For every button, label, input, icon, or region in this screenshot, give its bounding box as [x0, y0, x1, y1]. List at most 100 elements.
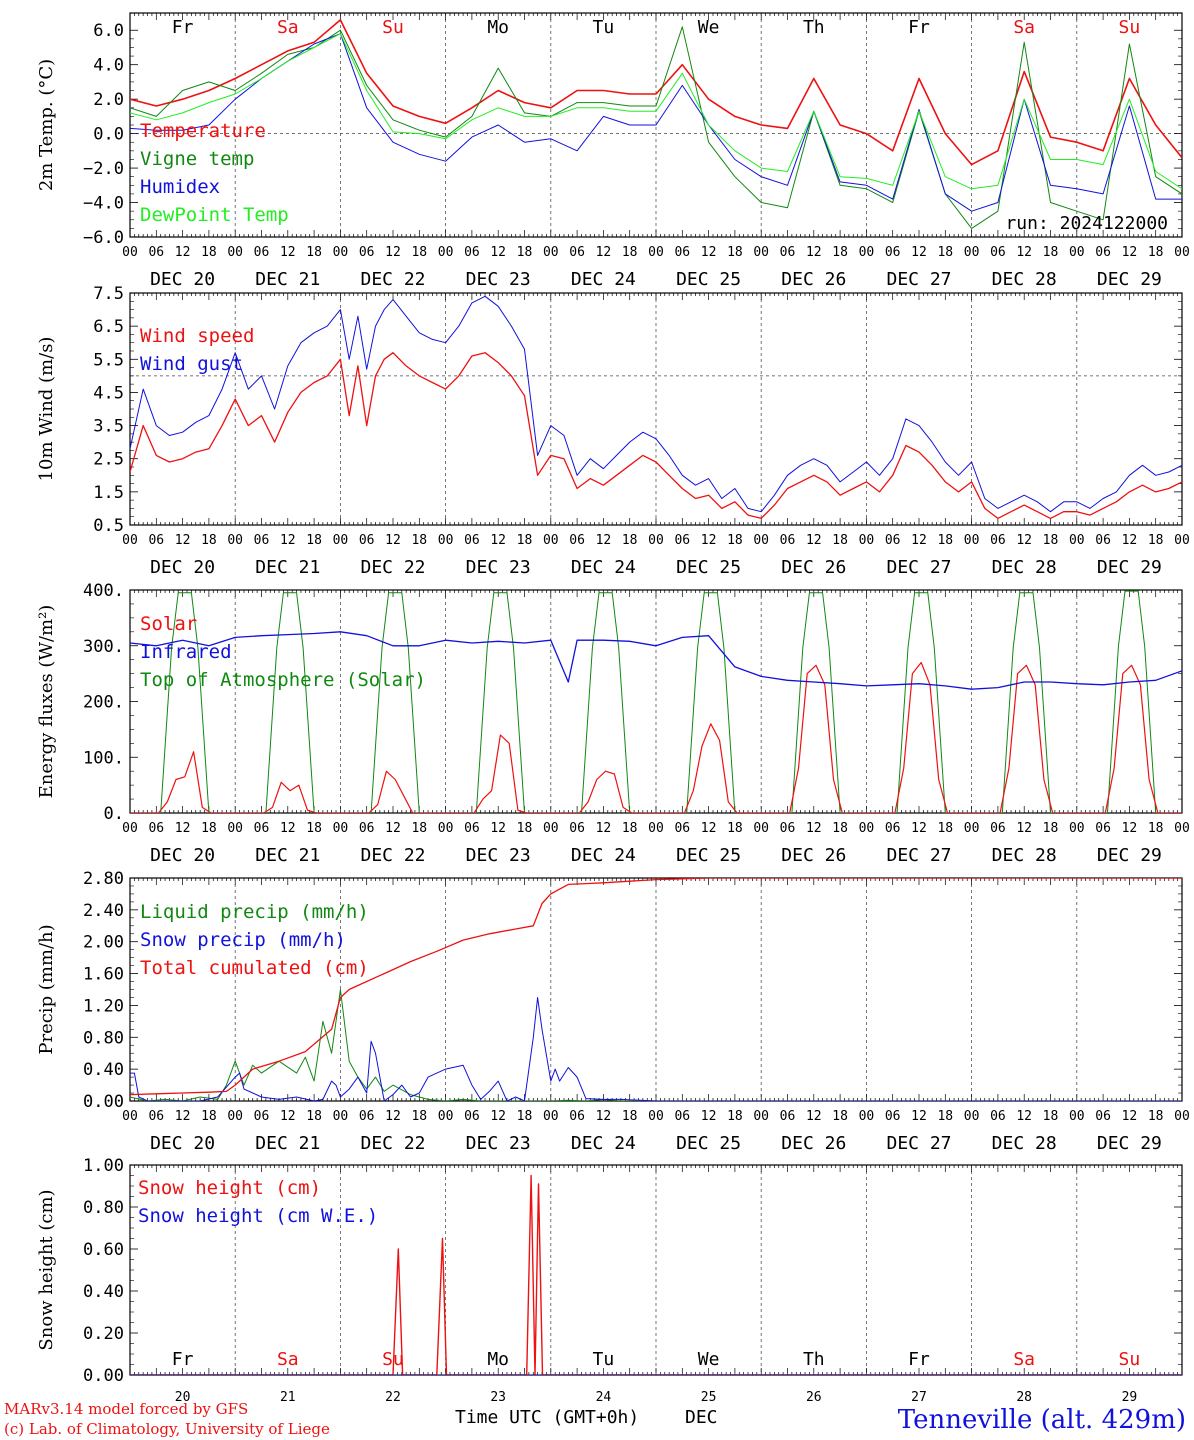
hour-tick-label: 12: [911, 1109, 927, 1124]
series-line-humidex: [130, 33, 1182, 212]
hour-tick-label: 18: [1043, 1109, 1059, 1124]
hour-tick-label: 06: [359, 245, 375, 260]
series-line-temperature: [130, 19, 1182, 166]
hour-tick-label: 12: [1122, 533, 1138, 548]
hour-tick-label: 18: [727, 821, 743, 836]
series-line-snow-precip-mm-h: [130, 997, 1182, 1101]
day-label: DEC 27: [886, 1133, 951, 1154]
y-tick-label: 4.5: [93, 383, 124, 403]
hour-tick-label: 00: [333, 533, 349, 548]
hour-tick-label: 00: [227, 1109, 243, 1124]
hour-tick-label: 00: [543, 245, 559, 260]
hour-tick-label: 12: [701, 1109, 717, 1124]
hour-tick-label: 00: [648, 1109, 664, 1124]
day-number-label: 25: [701, 1390, 717, 1405]
series-group: [130, 590, 1182, 813]
hour-tick-label: 06: [464, 533, 480, 548]
hour-tick-label: 12: [490, 821, 506, 836]
hour-tick-label: 06: [254, 533, 270, 548]
weekday-label: Th: [803, 17, 825, 38]
hour-tick-label: 12: [280, 245, 296, 260]
series-line-wind-speed: [130, 352, 1182, 520]
hour-tick-label: 18: [1148, 821, 1164, 836]
hour-tick-label: 12: [911, 533, 927, 548]
hour-tick-label: 18: [1148, 1109, 1164, 1124]
hour-tick-label: 00: [333, 1109, 349, 1124]
weekday-label: Su: [382, 17, 404, 38]
y-tick-label: 0.20: [83, 1324, 124, 1344]
hour-tick-label: 06: [990, 533, 1006, 548]
y-tick-label: 200.: [83, 693, 124, 713]
series-line-dewpoint-temp: [130, 33, 1182, 190]
day-label: DEC 27: [886, 269, 951, 290]
hour-tick-label: 18: [517, 1109, 533, 1124]
series-line-wind-gust: [130, 295, 1182, 513]
hour-tick-label: 12: [911, 245, 927, 260]
y-tick-label: 6.5: [93, 317, 124, 337]
day-label: DEC 26: [781, 845, 846, 866]
y-tick-label: 2.40: [83, 901, 124, 921]
day-label: DEC 28: [992, 269, 1057, 290]
hour-tick-label: 06: [148, 245, 164, 260]
hour-tick-label: 18: [1043, 245, 1059, 260]
y-tick-label: 1.20: [83, 996, 124, 1016]
series-group: [130, 19, 1182, 229]
day-label: DEC 20: [150, 1133, 215, 1154]
y-tick-label: 5.5: [93, 350, 124, 370]
hour-tick-label: 00: [543, 1109, 559, 1124]
hour-tick-label: 18: [1148, 245, 1164, 260]
series-line-infrared: [130, 631, 1182, 690]
y-tick-label: 1.60: [83, 965, 124, 985]
hour-tick-label: 00: [333, 245, 349, 260]
y-tick-label: 3.5: [93, 417, 124, 437]
y-tick-label: 0.: [104, 804, 124, 824]
hour-tick-label: 12: [385, 533, 401, 548]
hour-tick-label: 06: [990, 821, 1006, 836]
hour-tick-label: 06: [254, 1109, 270, 1124]
hour-tick-label: 06: [885, 821, 901, 836]
hour-tick-label: 18: [201, 1109, 217, 1124]
day-label: DEC 23: [466, 845, 531, 866]
hour-tick-label: 00: [753, 821, 769, 836]
hour-tick-label: 12: [385, 245, 401, 260]
legend-entry: Vigne temp: [140, 148, 254, 170]
hour-tick-label: 12: [490, 245, 506, 260]
hour-tick-label: 18: [622, 821, 638, 836]
weekday-label: Fr: [908, 1349, 930, 1370]
legend-entry: Solar: [140, 613, 197, 635]
hour-tick-label: 06: [569, 1109, 585, 1124]
legend-entry: Liquid precip (mm/h): [140, 901, 369, 923]
day-label: DEC 22: [360, 845, 425, 866]
hour-tick-label: 00: [543, 533, 559, 548]
day-number-label: 21: [280, 1390, 296, 1405]
weekday-label: Tu: [593, 1349, 615, 1370]
panel-5: 0.00 0.20 0.40 0.60 0.80 1.00 Snow height (cm)…: [36, 1156, 1183, 1405]
hour-tick-label: 12: [490, 533, 506, 548]
series-group: [130, 295, 1182, 520]
hour-tick-label: 12: [175, 245, 191, 260]
weekday-label: Sa: [277, 17, 299, 38]
y-tick-label: 4.0: [93, 56, 124, 76]
hour-tick-label: 12: [385, 1109, 401, 1124]
hour-tick-label: 00: [648, 821, 664, 836]
hour-tick-label: 18: [1043, 821, 1059, 836]
day-label: DEC 21: [255, 845, 320, 866]
hour-tick-label: 18: [832, 533, 848, 548]
y-tick-label: 300.: [83, 637, 124, 657]
y-axis-label: Precip (mm/h): [36, 924, 57, 1054]
day-number-label: 24: [596, 1390, 612, 1405]
day-label: DEC 21: [255, 557, 320, 578]
legend-entry: Humidex: [140, 176, 220, 198]
y-tick-label: 6.0: [93, 21, 124, 41]
hour-tick-label: 18: [622, 245, 638, 260]
hour-tick-label: 12: [596, 533, 612, 548]
hour-tick-label: 18: [937, 533, 953, 548]
hour-tick-label: 12: [911, 821, 927, 836]
hour-tick-label: 06: [148, 821, 164, 836]
hour-tick-label: 12: [701, 821, 717, 836]
day-label: DEC 26: [781, 1133, 846, 1154]
day-label: DEC 23: [466, 269, 531, 290]
day-label: DEC 24: [571, 557, 636, 578]
hour-tick-label: 00: [438, 245, 454, 260]
y-tick-label: 0.80: [83, 1198, 124, 1218]
